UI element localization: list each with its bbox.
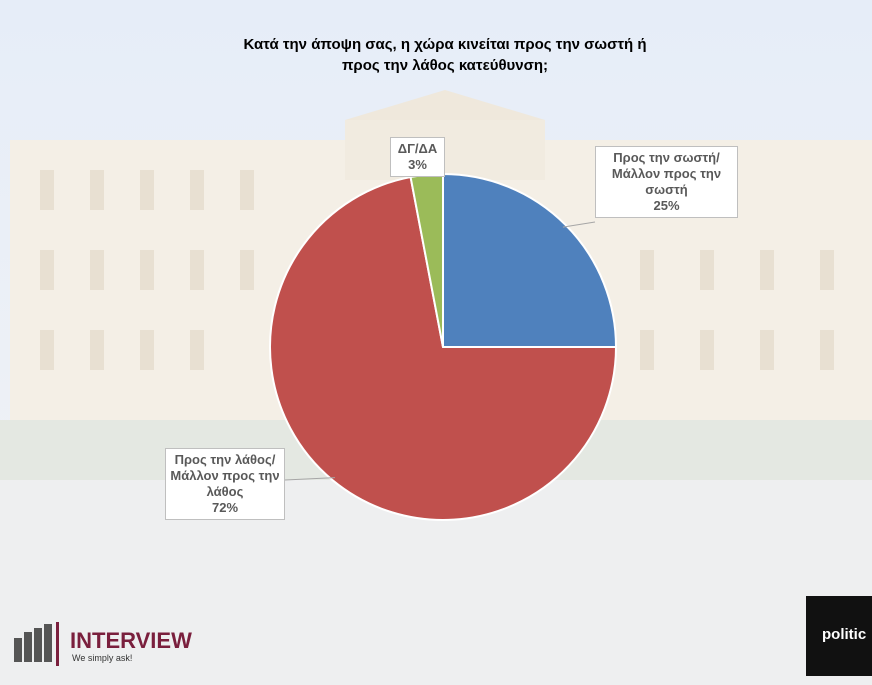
value-label: 25% <box>653 198 680 213</box>
data-label: Προς την λάθος/Μάλλον προς την λάθος 72% <box>165 448 285 520</box>
logo-icon <box>14 622 59 666</box>
value-label: 3% <box>408 157 427 172</box>
leader-line <box>284 477 335 481</box>
pie-slice <box>269 175 618 521</box>
data-label: Προς την σωστή/Μάλλον προς την σωστή 25% <box>595 146 738 218</box>
category-label: ΔΓ/ΔΑ <box>397 141 438 156</box>
logo-tagline: We simply ask! <box>72 653 133 663</box>
category-label: Προς την σωστή/Μάλλον προς την σωστή <box>611 150 722 197</box>
chart-title: Κατά την άποψη σας, η χώρα κινείται προς… <box>243 36 647 74</box>
politic-logo: politic <box>822 626 867 643</box>
category-label: Προς την λάθος/Μάλλον προς την λάθος <box>170 452 280 499</box>
logo-text: INTERVIEW <box>70 628 192 653</box>
pie-slice <box>442 172 618 348</box>
data-label: ΔΓ/ΔΑ 3% <box>390 137 445 177</box>
leader-line <box>562 221 596 228</box>
value-label: 72% <box>211 500 239 515</box>
